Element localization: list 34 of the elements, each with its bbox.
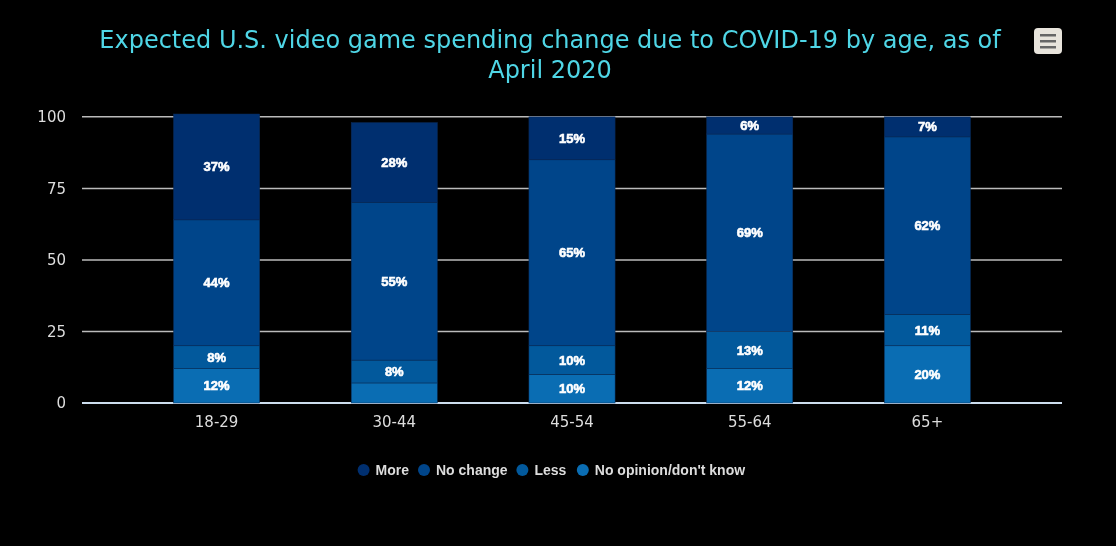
y-tick-label: 100: [37, 108, 66, 127]
y-tick-label: 25: [46, 322, 66, 341]
x-tick-label: 55-64: [727, 413, 772, 431]
data-label: 13%: [736, 342, 764, 358]
data-label: 8%: [207, 349, 227, 365]
legend-label: Less: [534, 461, 567, 478]
x-tick-label: 65+: [911, 413, 944, 431]
data-label: 12%: [736, 378, 764, 394]
chart-title: Expected U.S. video game spending change due to COVID-19 by age, as of April 2020: [99, 26, 1002, 84]
data-label: 8%: [384, 364, 405, 380]
y-tick-label: 50: [46, 251, 66, 270]
x-tick-label: 45-54: [550, 413, 594, 431]
data-label: 20%: [914, 366, 941, 382]
data-label: 65%: [558, 245, 586, 261]
data-label: 28%: [381, 155, 408, 171]
data-label: 55%: [381, 273, 408, 289]
y-tick-label: 75: [46, 179, 66, 198]
data-label: 15%: [558, 130, 586, 146]
data-label: 10%: [558, 381, 586, 397]
data-label: 62%: [914, 218, 941, 234]
data-label: 12%: [203, 378, 231, 394]
legend-label: More: [375, 461, 410, 478]
legend-label: No opinion/don't know: [594, 461, 746, 478]
data-label: 7%: [918, 119, 938, 135]
legend-label: No change: [436, 461, 508, 478]
data-label: 37%: [203, 159, 231, 175]
data-label: 6%: [740, 118, 760, 133]
y-tick-label: 0: [56, 394, 66, 413]
x-tick-label: 30-44: [372, 413, 417, 431]
data-label: 44%: [203, 275, 231, 291]
data-label: 11%: [914, 322, 941, 338]
x-tick-label: 18-29: [194, 413, 239, 431]
data-label: 69%: [736, 225, 764, 241]
data-label: 10%: [558, 352, 586, 368]
